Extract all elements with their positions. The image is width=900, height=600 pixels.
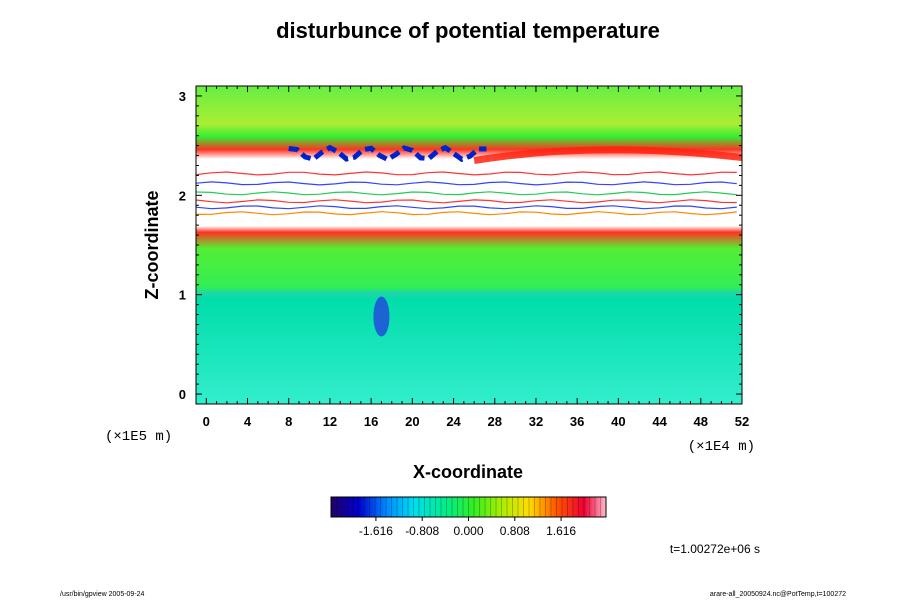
cold-plume — [373, 296, 390, 337]
saturated-contour — [196, 191, 737, 196]
colorbar-tick-label: -0.808 — [405, 524, 439, 538]
heatmap-field — [196, 86, 742, 404]
x-tick-label: 24 — [446, 414, 461, 429]
y-tick-label: 1 — [179, 288, 186, 303]
chart-title: disturbunce of potential temperature — [276, 18, 660, 43]
x-tick-label: 32 — [529, 414, 543, 429]
x-tick-label: 0 — [203, 414, 210, 429]
saturated-contour — [196, 205, 737, 210]
colorbar-ticks: -1.616 -0.808 0.000 0.808 1.616 — [359, 517, 576, 538]
y-axis: 0 1 2 3 — [179, 85, 742, 405]
x-tick-label: 12 — [323, 414, 337, 429]
saturated-contour — [196, 199, 737, 204]
x-tick-label: 36 — [570, 414, 584, 429]
colorbar-tick-label: 1.616 — [546, 524, 576, 538]
y-tick-label: 0 — [179, 387, 186, 402]
x-axis: 0 4 8 12 16 20 24 28 32 36 40 44 48 52 — [195, 86, 749, 429]
y-tick-label: 3 — [179, 89, 186, 104]
colorbar-tick-label: -1.616 — [359, 524, 393, 538]
saturated-contour — [196, 181, 737, 186]
x-tick-label: 8 — [285, 414, 292, 429]
y-axis-label: Z-coordinate — [142, 190, 162, 299]
cool-band — [196, 290, 742, 297]
saturated-contour — [196, 171, 737, 176]
x-tick-label: 4 — [244, 414, 252, 429]
warm-band-upper — [473, 146, 742, 164]
x-tick-label: 20 — [405, 414, 419, 429]
cold-wave-band — [288, 144, 487, 163]
heatmap-details — [196, 144, 742, 337]
heatmap-background — [196, 86, 742, 404]
colorbar-tick-label: 0.808 — [500, 524, 530, 538]
colorbar-divisions — [336, 497, 601, 517]
saturated-contour — [196, 211, 737, 216]
x-tick-label: 40 — [611, 414, 625, 429]
footer-left: /usr/bin/gpview 2005-09-24 — [60, 591, 145, 598]
x-tick-label: 16 — [364, 414, 378, 429]
x-tick-label: 52 — [735, 414, 749, 429]
time-label: t=1.00272e+06 s — [670, 542, 760, 556]
x-tick-label: 48 — [694, 414, 708, 429]
footer-right: arare-all_20050924.nc@PotTemp,t=100272 — [710, 591, 846, 598]
x-axis-label: X-coordinate — [413, 462, 523, 482]
y-axis-unit: (×1E5 m) — [105, 429, 172, 445]
x-axis-unit: (×1E4 m) — [688, 439, 755, 455]
colorbar-tick-label: 0.000 — [453, 524, 483, 538]
x-tick-label: 44 — [652, 414, 667, 429]
x-tick-label: 28 — [488, 414, 502, 429]
y-tick-label: 2 — [179, 188, 186, 203]
